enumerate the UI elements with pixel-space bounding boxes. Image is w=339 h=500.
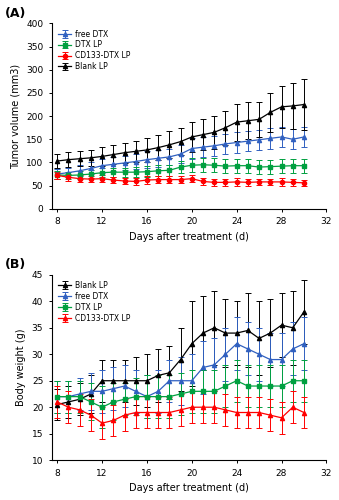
Text: (B): (B) bbox=[5, 258, 26, 271]
X-axis label: Days after treatment (d): Days after treatment (d) bbox=[129, 483, 249, 493]
Legend: Blank LP, free DTX, DTX LP, CD133-DTX LP: Blank LP, free DTX, DTX LP, CD133-DTX LP bbox=[56, 278, 132, 325]
Y-axis label: Body weight (g): Body weight (g) bbox=[16, 329, 26, 406]
Text: (A): (A) bbox=[5, 6, 26, 20]
Y-axis label: Tumor volume (mm3): Tumor volume (mm3) bbox=[11, 64, 20, 168]
X-axis label: Days after treatment (d): Days after treatment (d) bbox=[129, 232, 249, 241]
Legend: free DTX, DTX LP, CD133-DTX LP, Blank LP: free DTX, DTX LP, CD133-DTX LP, Blank LP bbox=[56, 28, 132, 74]
